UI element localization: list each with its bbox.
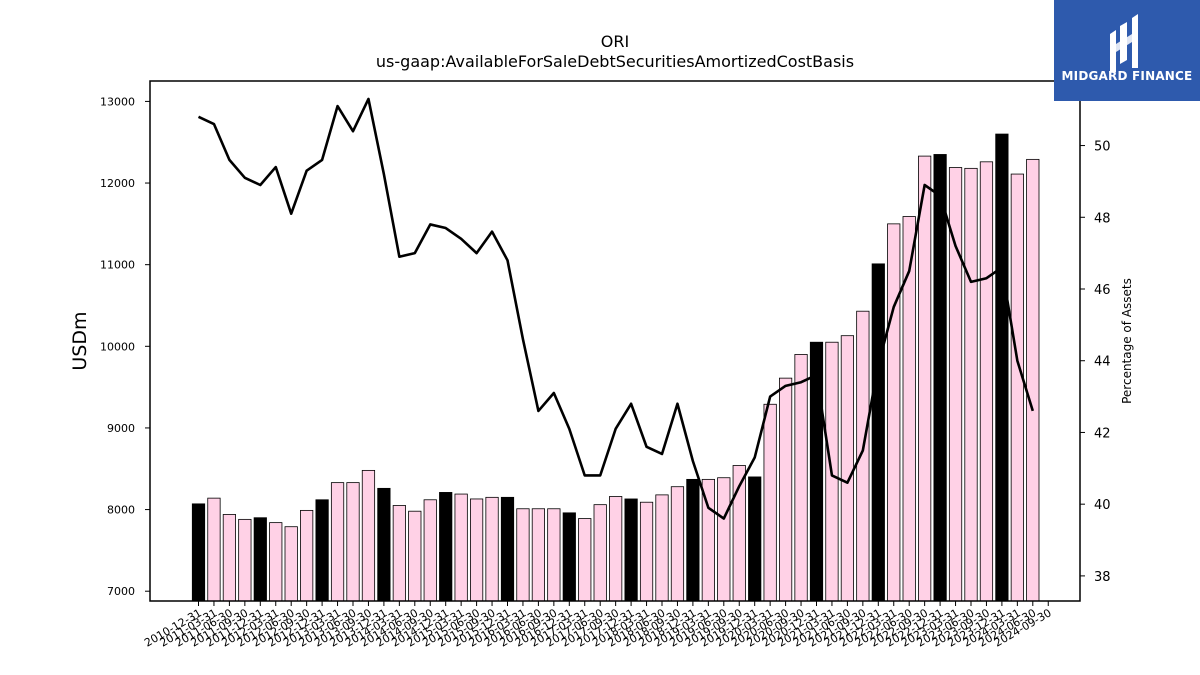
brand-name: MIDGARD FINANCE	[1061, 69, 1193, 83]
bar-2011-12-31	[253, 517, 267, 602]
bar-2012-12-31	[315, 499, 329, 602]
bar-2011-03-31	[207, 497, 221, 602]
bar-2021-09-30	[856, 310, 870, 602]
bar-2016-03-31	[516, 508, 530, 602]
y-axis-left: 7000 8000 9000 10000 11000 12000 13000	[100, 95, 150, 598]
bar-2014-03-31	[392, 505, 406, 602]
bar-2010-12-31	[191, 503, 206, 602]
y2-tick-label: 48	[1094, 211, 1111, 226]
bar-2018-06-30	[655, 494, 669, 602]
y2-tick-label: 38	[1094, 570, 1111, 585]
y-tick-label: 13000	[100, 95, 135, 108]
y2-tick-label: 50	[1094, 140, 1111, 155]
y-tick-label: 7000	[107, 585, 135, 598]
bar-2023-06-30	[964, 167, 978, 602]
bar-2018-03-31	[639, 501, 654, 602]
bar-2024-06-30	[1026, 158, 1040, 602]
bar-2022-09-30	[918, 155, 932, 602]
y2-tick-label: 46	[1094, 283, 1111, 298]
brand-mark-icon	[1110, 14, 1138, 72]
y-tick-label: 12000	[100, 177, 135, 190]
y-tick-label: 8000	[107, 504, 135, 517]
bar-2017-06-30	[593, 504, 607, 602]
bar-2016-09-30	[547, 508, 561, 602]
bar-2019-12-31	[748, 476, 762, 602]
bar-2019-06-30	[717, 477, 731, 602]
bar-2014-12-31	[439, 492, 453, 602]
percentage-line	[197, 97, 1035, 520]
x-axis: 2010-12-312011-03-312011-06-302011-09-30…	[142, 601, 1054, 650]
y2-axis-label: Percentage of Assets	[1120, 278, 1134, 404]
brand-logo: MIDGARD FINANCE	[1054, 0, 1200, 101]
bar-2020-06-30	[779, 377, 793, 602]
bar-2013-12-31	[377, 487, 391, 602]
bar-series	[191, 133, 1040, 602]
bar-2012-03-31	[269, 522, 283, 602]
bar-2016-12-31	[562, 512, 576, 602]
bar-2022-12-31	[933, 154, 947, 602]
y-tick-label: 11000	[100, 259, 135, 272]
bar-2020-03-31	[763, 403, 777, 602]
bar-2017-09-30	[609, 496, 623, 602]
bar-2016-06-30	[531, 508, 546, 602]
bar-2015-12-31	[500, 496, 515, 602]
bar-2013-09-30	[361, 469, 376, 602]
bar-2013-03-31	[330, 482, 345, 602]
bar-2015-06-30	[469, 498, 484, 602]
bar-2011-09-30	[238, 518, 252, 602]
y2-tick-label: 44	[1094, 355, 1111, 370]
bar-2018-12-31	[686, 478, 700, 602]
chart-title: ORI	[600, 32, 630, 51]
bar-2024-03-31	[1010, 173, 1024, 602]
bar-2015-03-31	[454, 493, 468, 602]
bar-2021-06-30	[840, 335, 855, 602]
y-axis-right: 38 40 42 44 46 48 50	[1080, 140, 1111, 585]
bar-2012-06-30	[284, 526, 298, 602]
bar-2021-12-31	[871, 263, 885, 602]
bar-2023-09-30	[979, 161, 994, 602]
line-series	[197, 97, 1035, 520]
bar-2020-09-30	[794, 354, 808, 602]
bar-2023-12-31	[995, 133, 1009, 602]
bar-2012-09-30	[300, 509, 314, 602]
y2-tick-label: 40	[1094, 498, 1111, 513]
y-axis-label: USDm	[69, 311, 91, 370]
y2-tick-label: 42	[1094, 426, 1111, 441]
y-tick-label: 10000	[100, 340, 135, 353]
bar-2022-03-31	[887, 223, 901, 602]
bar-2011-06-30	[222, 514, 236, 602]
bar-2014-09-30	[423, 499, 437, 602]
y-tick-label: 9000	[107, 422, 135, 435]
chart-subtitle: us-gaap:AvailableForSaleDebtSecuritiesAm…	[375, 52, 855, 71]
bar-2017-12-31	[624, 498, 638, 602]
bar-2017-03-31	[578, 518, 592, 602]
bar-2015-09-30	[485, 496, 499, 602]
bar-2018-09-30	[670, 486, 685, 602]
plot-frame	[149, 80, 1081, 602]
bar-2014-06-30	[408, 510, 422, 602]
bar-2013-06-30	[346, 482, 360, 602]
